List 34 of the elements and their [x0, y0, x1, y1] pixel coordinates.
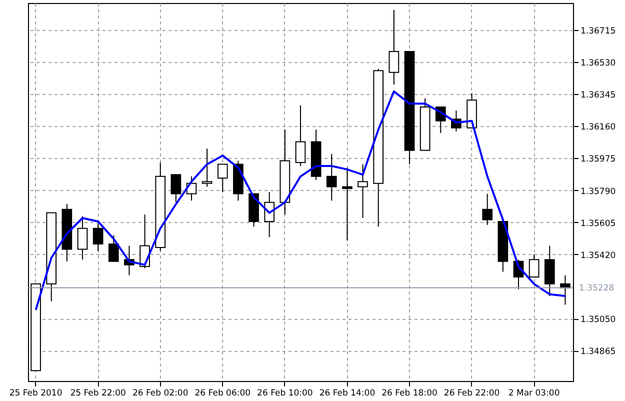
x-tick-label: 25 Feb 22:00 — [70, 388, 126, 398]
candlestick — [77, 216, 88, 260]
x-tick-label: 25 Feb 2010 — [9, 388, 62, 398]
candlestick — [92, 222, 104, 252]
y-tick-label: 1.36345 — [580, 90, 616, 101]
x-tick-label: 2 Mar 03:00 — [508, 388, 560, 398]
candlestick — [108, 234, 119, 262]
candlestick — [528, 254, 540, 278]
ref-line-label: 1.35228 — [579, 284, 614, 294]
candlestick — [326, 153, 337, 202]
x-tick-label: 26 Feb 06:00 — [194, 388, 251, 398]
y-tick-label: 1.34865 — [580, 347, 616, 358]
candlestick — [170, 174, 182, 203]
x-tick-label: 26 Feb 18:00 — [382, 388, 438, 398]
y-tick-label: 1.36715 — [580, 26, 616, 36]
candlestick — [295, 104, 306, 166]
candlestick — [388, 9, 400, 85]
x-tick-label: 26 Feb 22:00 — [444, 388, 500, 398]
candlestick — [217, 164, 228, 192]
y-tick-label: 1.35790 — [580, 186, 616, 197]
x-tick-label: 26 Feb 02:00 — [132, 388, 188, 398]
y-tick-label: 1.35605 — [580, 218, 616, 229]
x-tick-label: 26 Feb 10:00 — [257, 388, 313, 398]
line-series — [34, 90, 566, 311]
candlestick — [482, 193, 493, 226]
y-tick-label: 1.36530 — [580, 58, 616, 68]
y-tick-label: 1.35420 — [580, 250, 616, 261]
candlestick — [358, 164, 368, 219]
x-tick-label: 26 Feb 14:00 — [319, 388, 376, 398]
y-tick-label: 1.35975 — [580, 154, 616, 165]
candlestick — [342, 167, 352, 242]
y-tick-label: 1.36160 — [580, 122, 616, 133]
y-tick-label: 1.35050 — [580, 315, 616, 326]
candlestick — [202, 148, 212, 188]
